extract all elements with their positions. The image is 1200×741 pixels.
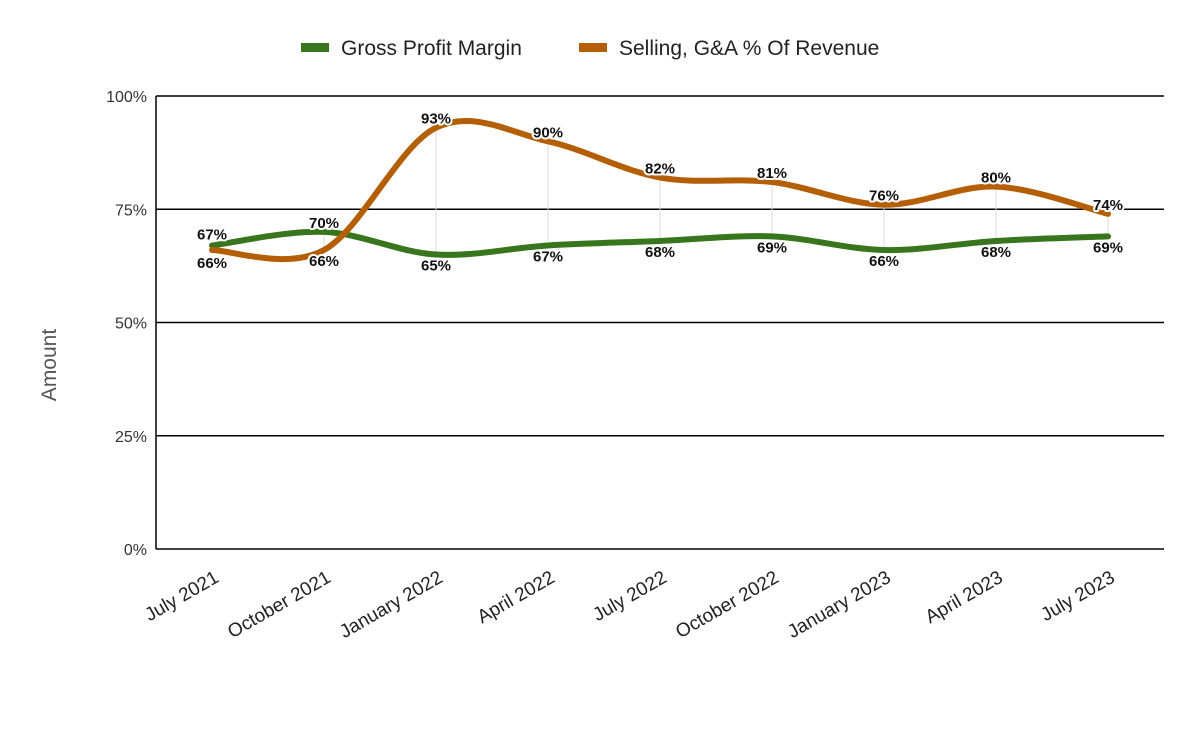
data-label-selling-g-a-of-revenue: 80% [981, 170, 1011, 187]
y-axis-title: Amount [38, 329, 61, 402]
x-tick-label: April 2022 [474, 567, 559, 628]
data-label-selling-g-a-of-revenue: 66% [309, 253, 339, 270]
data-label-gross-profit-margin: 67% [533, 248, 563, 265]
y-tick-label: 0% [124, 542, 147, 559]
y-tick-label: 100% [106, 89, 147, 106]
data-label-gross-profit-margin: 67% [197, 226, 227, 243]
y-tick-label: 50% [115, 316, 147, 333]
x-tick-label: July 2021 [142, 567, 223, 626]
series-line-gross-profit-margin [209, 228, 1111, 258]
legend-swatch-gross-profit-margin [301, 43, 329, 52]
data-label-selling-g-a-of-revenue: 82% [645, 161, 675, 178]
label-leader-lines [323, 127, 1109, 255]
y-tick-label: 75% [115, 202, 147, 219]
data-labels: 67% 70% 65% 67% 68% 69% 66% 68% 69% 66% 66% 93% 90% 8… [195, 109, 1125, 277]
data-label-selling-g-a-of-revenue: 81% [757, 165, 787, 182]
series-line-selling-g-a-of-revenue [209, 118, 1111, 263]
x-tick-label: January 2023 [784, 567, 894, 643]
data-label-selling-g-a-of-revenue: 74% [1093, 197, 1123, 214]
gridlines [155, 95, 1164, 550]
data-label-selling-g-a-of-revenue: 76% [869, 188, 899, 205]
series-lines [209, 118, 1111, 263]
legend: Gross Profit Margin Selling, G&A % Of Re… [301, 37, 879, 60]
x-tick-label: April 2023 [922, 567, 1007, 628]
data-label-gross-profit-margin: 68% [981, 244, 1011, 261]
data-label-gross-profit-margin: 70% [309, 215, 339, 232]
data-label-gross-profit-margin: 65% [421, 258, 451, 275]
data-label-selling-g-a-of-revenue: 66% [197, 255, 227, 272]
x-tick-label: July 2022 [590, 567, 671, 626]
x-tick-label: July 2023 [1038, 567, 1119, 626]
data-label-gross-profit-margin: 66% [869, 253, 899, 270]
y-tick-label: 25% [115, 429, 147, 446]
data-label-selling-g-a-of-revenue: 93% [421, 111, 451, 128]
data-label-gross-profit-margin: 69% [1093, 239, 1123, 256]
legend-label-selling-ga: Selling, G&A % Of Revenue [619, 37, 879, 60]
x-tick-label: January 2022 [336, 567, 446, 643]
data-label-gross-profit-margin: 69% [757, 239, 787, 256]
x-axis-ticks: July 2021 October 2021 January 2022 April 2… [142, 567, 1119, 643]
data-label-gross-profit-margin: 68% [645, 244, 675, 261]
data-label-selling-g-a-of-revenue: 90% [533, 124, 563, 141]
legend-swatch-selling-ga [579, 43, 607, 52]
legend-label-gross-profit-margin: Gross Profit Margin [341, 37, 522, 60]
y-axis-ticks: 0% 25% 50% 75% 100% [106, 89, 147, 559]
x-tick-label: October 2022 [672, 567, 782, 643]
x-tick-label: October 2021 [224, 567, 334, 643]
